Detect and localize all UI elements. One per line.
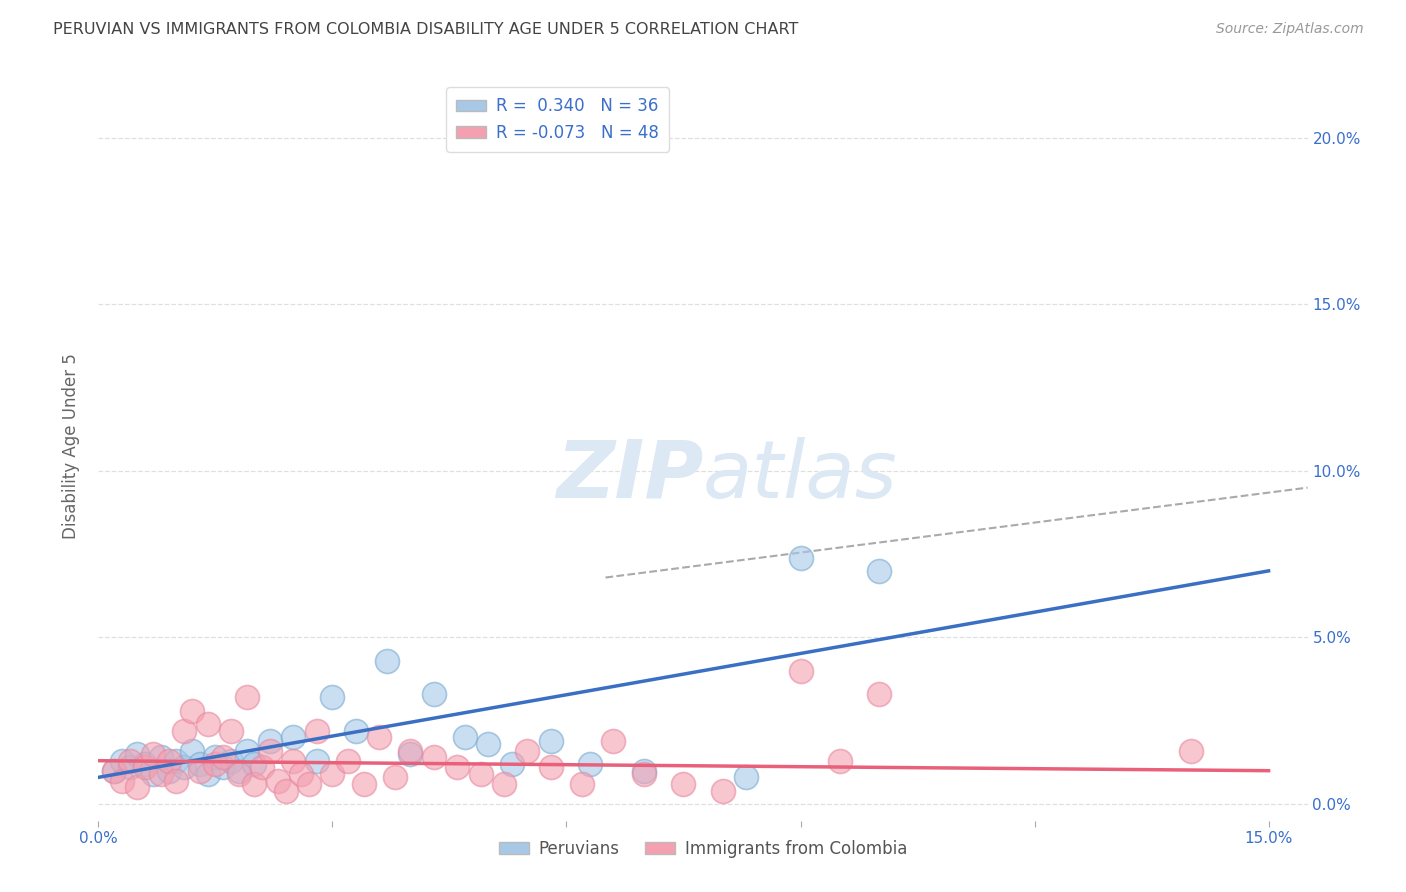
Point (259, 744, 281, 758)
Text: Source: ZipAtlas.com: Source: ZipAtlas.com (1216, 22, 1364, 37)
Point (252, 760, 274, 774)
Point (423, 750, 446, 764)
Point (188, 757, 211, 772)
Point (384, 770, 406, 784)
Point (321, 767, 343, 781)
Point (267, 773, 290, 788)
Point (305, 723, 328, 738)
Y-axis label: Disability Age Under 5: Disability Age Under 5 (62, 353, 80, 539)
Point (446, 760, 468, 774)
Point (134, 757, 156, 772)
Point (165, 754, 187, 768)
Point (477, 737, 499, 751)
Point (571, 777, 593, 791)
Point (633, 767, 655, 781)
Legend: Peruvians, Immigrants from Colombia: Peruvians, Immigrants from Colombia (492, 833, 914, 864)
Point (149, 750, 172, 764)
Point (197, 767, 219, 781)
Point (259, 733, 281, 747)
Text: ZIP: ZIP (555, 437, 703, 515)
Point (368, 731, 391, 745)
Point (470, 767, 492, 781)
Point (399, 744, 422, 758)
Point (235, 690, 257, 705)
Point (103, 764, 125, 778)
Point (204, 757, 226, 772)
Text: atlas: atlas (703, 437, 898, 515)
Point (1180, 744, 1202, 758)
Point (243, 757, 266, 772)
Point (103, 764, 125, 778)
Point (321, 690, 343, 705)
Point (118, 754, 141, 768)
Point (789, 664, 811, 678)
Point (602, 733, 624, 747)
Point (165, 773, 187, 788)
Point (127, 747, 149, 761)
Point (235, 744, 257, 758)
Point (274, 783, 297, 797)
Point (157, 764, 180, 778)
Point (142, 747, 165, 761)
Point (344, 723, 367, 738)
Point (181, 704, 204, 718)
Point (423, 687, 446, 701)
Point (305, 754, 328, 768)
Point (173, 760, 195, 774)
Point (290, 767, 312, 781)
Point (111, 754, 134, 768)
Point (188, 764, 211, 778)
Point (868, 564, 890, 578)
Point (298, 777, 321, 791)
Point (181, 744, 204, 758)
Point (353, 777, 375, 791)
Point (375, 654, 398, 668)
Point (212, 750, 235, 764)
Point (540, 733, 562, 747)
Point (735, 770, 758, 784)
Point (579, 757, 602, 772)
Point (868, 687, 890, 701)
Point (197, 717, 219, 731)
Point (219, 723, 242, 738)
Point (118, 760, 141, 774)
Point (219, 754, 242, 768)
Point (243, 777, 266, 791)
Point (142, 767, 165, 781)
Point (127, 780, 149, 795)
Point (283, 754, 305, 768)
Point (212, 760, 235, 774)
Point (828, 754, 851, 768)
Point (204, 750, 226, 764)
Point (228, 767, 250, 781)
Point (672, 777, 695, 791)
Point (283, 731, 305, 745)
Point (173, 723, 195, 738)
Point (134, 760, 156, 774)
Point (540, 760, 562, 774)
Point (633, 764, 655, 778)
Point (711, 783, 734, 797)
Point (501, 757, 523, 772)
Point (157, 754, 180, 768)
Text: PERUVIAN VS IMMIGRANTS FROM COLOMBIA DISABILITY AGE UNDER 5 CORRELATION CHART: PERUVIAN VS IMMIGRANTS FROM COLOMBIA DIS… (53, 22, 799, 37)
Point (337, 754, 360, 768)
Point (228, 764, 250, 778)
Point (399, 747, 422, 761)
Point (494, 777, 516, 791)
Point (516, 744, 538, 758)
Point (111, 773, 134, 788)
Point (789, 550, 811, 565)
Point (454, 731, 477, 745)
Point (149, 767, 172, 781)
